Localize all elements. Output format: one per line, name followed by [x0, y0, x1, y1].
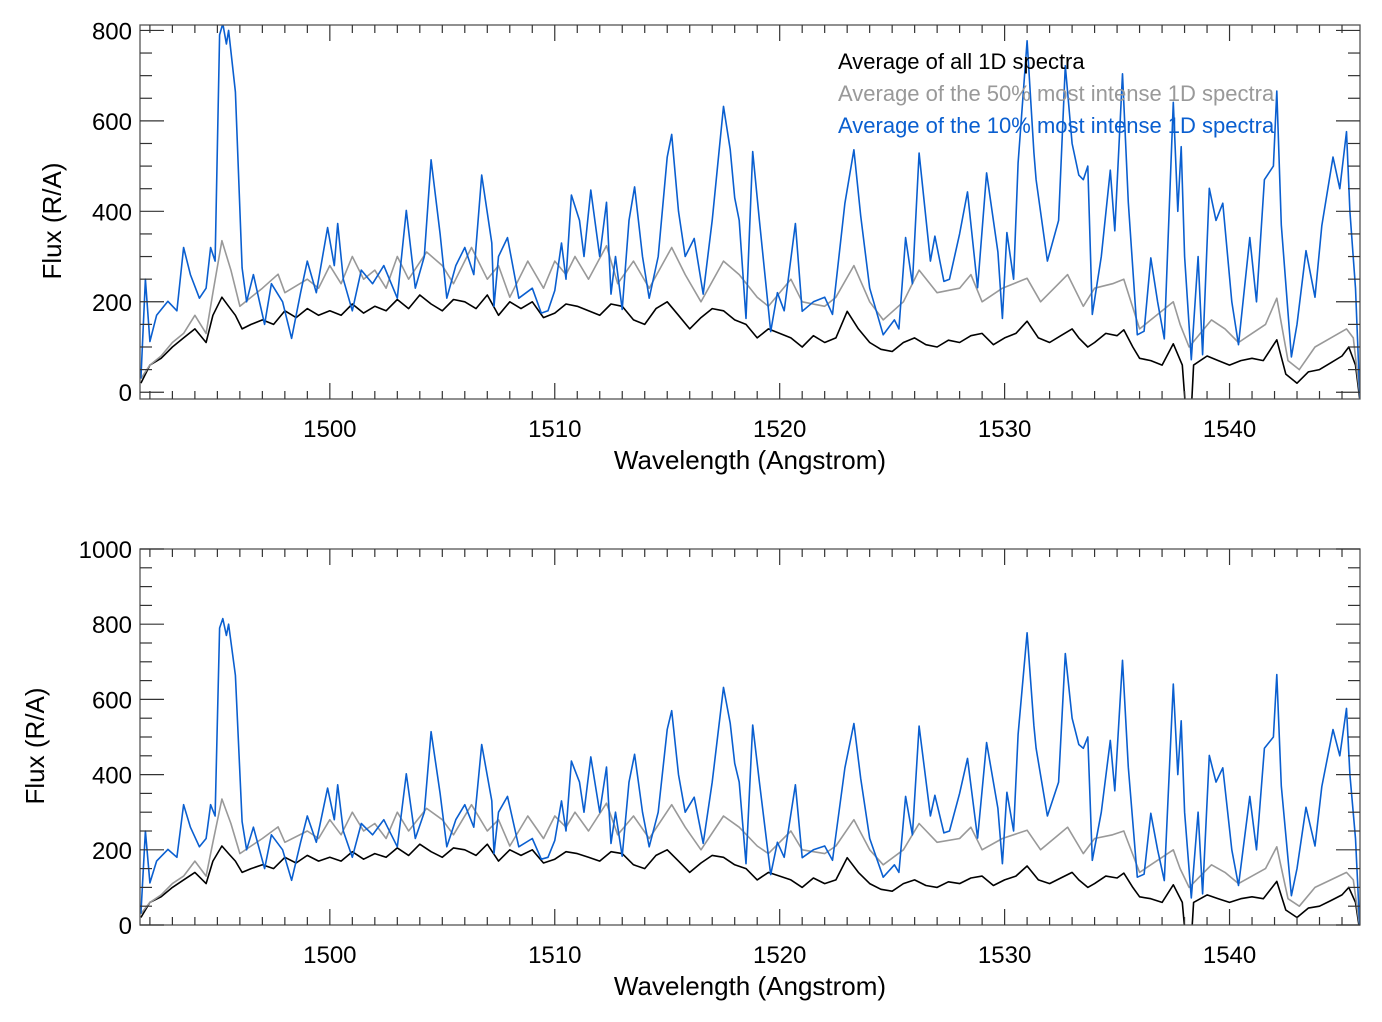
x-tick-label: 1500 [303, 942, 356, 969]
legend: Average of all 1D spectra Average of the… [838, 49, 1275, 138]
y-tick-label: 800 [92, 612, 132, 639]
x-tick-label: 1500 [303, 416, 356, 443]
x-tick-label: 1540 [1203, 416, 1256, 443]
y-tick-label: 400 [92, 763, 132, 790]
y-tick-label: 0 [119, 380, 132, 407]
y-tick-label: 600 [92, 109, 132, 136]
y-tick-label: 400 [92, 199, 132, 226]
series-line-50pct [140, 798, 1360, 925]
series-group [140, 25, 1360, 399]
y-tick-label: 200 [92, 838, 132, 865]
series-line-all [140, 294, 1360, 399]
legend-entry-50pct: Average of the 50% most intense 1D spect… [838, 81, 1275, 106]
series-line-10pct [140, 25, 1360, 399]
x-tick-label: 1520 [753, 416, 806, 443]
y-tick-label: 0 [119, 913, 132, 940]
y-axis-title: Flux (R/A) [20, 688, 50, 805]
top-panel: 1500 1510 1520 1530 1540 0 200 400 600 800 Wavelen… [37, 18, 1361, 475]
series-group [140, 617, 1360, 925]
x-tick-label: 1530 [978, 942, 1031, 969]
bottom-panel: 1500 1510 1520 1530 1540 0 200 400 600 800 1000 Wav… [20, 537, 1361, 1001]
x-tick-label: 1530 [978, 416, 1031, 443]
y-tick-label: 1000 [79, 537, 132, 564]
legend-entry-10pct: Average of the 10% most intense 1D spect… [838, 113, 1275, 138]
series-line-10pct [140, 617, 1360, 925]
x-tick-label: 1510 [528, 942, 581, 969]
y-tick-label: 800 [92, 18, 132, 45]
y-tick-label: 200 [92, 290, 132, 317]
plot-frame [139, 24, 1361, 400]
x-tick-label: 1540 [1203, 942, 1256, 969]
legend-entry-all: Average of all 1D spectra [838, 49, 1085, 74]
x-tick-label: 1510 [528, 416, 581, 443]
plot-frame [139, 548, 1361, 926]
series-line-all [140, 843, 1360, 925]
x-axis-title: Wavelength (Angstrom) [614, 971, 886, 1001]
y-axis-title: Flux (R/A) [37, 163, 67, 280]
series-line-50pct [140, 239, 1360, 397]
x-axis-title: Wavelength (Angstrom) [614, 445, 886, 475]
y-tick-label: 600 [92, 687, 132, 714]
x-tick-label: 1520 [753, 942, 806, 969]
